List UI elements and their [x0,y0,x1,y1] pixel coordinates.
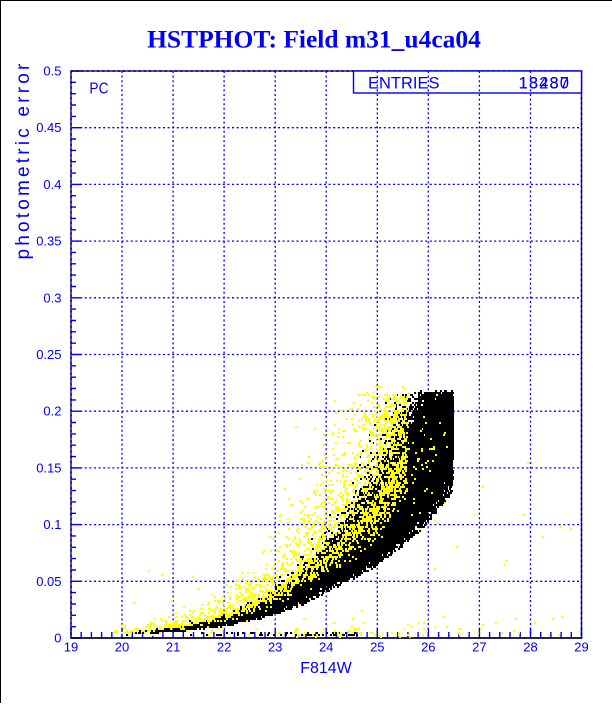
svg-text:HSTPHOT: Field m31_u4ca04: HSTPHOT: Field m31_u4ca04 [147,25,481,54]
svg-text:0.2: 0.2 [43,404,61,419]
svg-text:18280: 18280 [519,75,570,93]
svg-text:25: 25 [370,640,384,655]
svg-text:19: 19 [64,640,78,655]
svg-text:21: 21 [166,640,180,655]
svg-text:27: 27 [472,640,486,655]
svg-text:0.4: 0.4 [43,177,61,192]
svg-text:20: 20 [115,640,129,655]
svg-text:PC: PC [89,80,108,98]
svg-text:0.1: 0.1 [43,517,61,532]
svg-text:0.35: 0.35 [36,234,61,249]
svg-text:0.5: 0.5 [43,64,61,79]
svg-text:13437: 13437 [519,75,570,93]
svg-text:F814W: F814W [300,660,352,677]
svg-text:0.25: 0.25 [36,347,61,362]
svg-text:0.3: 0.3 [43,290,61,305]
svg-text:23: 23 [268,640,282,655]
svg-text:0.05: 0.05 [36,574,61,589]
svg-text:0: 0 [54,631,61,646]
svg-text:photometric error: photometric error [13,60,34,259]
svg-text:29: 29 [574,640,588,655]
svg-text:22: 22 [217,640,231,655]
svg-text:ENTRIES: ENTRIES [368,75,440,93]
svg-text:0.15: 0.15 [36,460,61,475]
svg-text:0.45: 0.45 [36,120,61,135]
svg-text:24: 24 [319,640,333,655]
svg-text:28: 28 [523,640,537,655]
svg-text:26: 26 [421,640,435,655]
